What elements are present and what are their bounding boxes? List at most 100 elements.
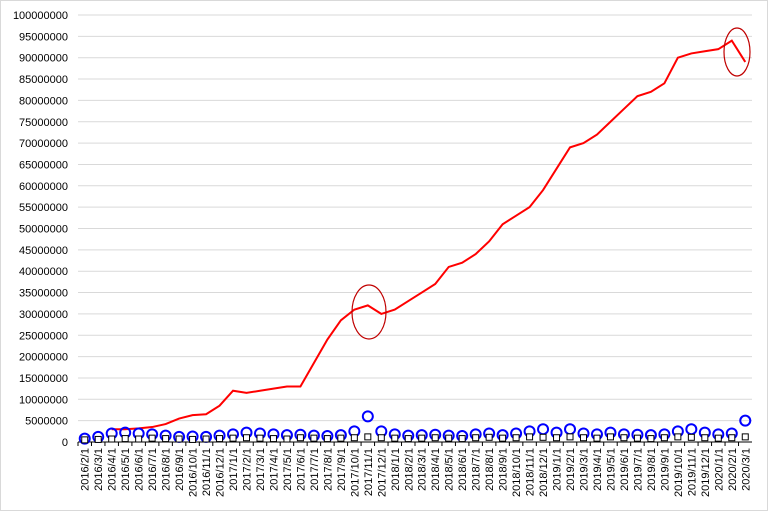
square-marker <box>283 435 291 443</box>
square-marker <box>714 434 722 442</box>
x-tick-label: 2016/3/1 <box>93 448 105 491</box>
x-tick-label: 2018/8/1 <box>484 448 496 491</box>
square-marker <box>189 435 197 443</box>
square-marker <box>687 433 695 441</box>
square-marker <box>620 434 628 442</box>
x-tick-label: 2017/12/1 <box>376 448 388 497</box>
x-tick-label: 2017/5/1 <box>282 448 294 491</box>
square-marker <box>108 435 116 443</box>
square-marker <box>391 434 399 442</box>
square-marker <box>243 434 250 442</box>
circle-marker <box>78 432 91 445</box>
x-tick-label: 2017/4/1 <box>268 448 280 491</box>
x-tick-label: 2018/5/1 <box>444 448 456 491</box>
x-tick-label: 2018/6/1 <box>457 448 469 491</box>
x-tick-label: 2019/7/1 <box>632 448 644 491</box>
x-tick-label: 2018/2/1 <box>403 448 415 491</box>
square-marker <box>350 434 358 442</box>
x-tick-label: 2016/9/1 <box>174 448 186 491</box>
y-tick-label: 85000000 <box>19 74 68 86</box>
y-tick-label: 80000000 <box>19 95 68 107</box>
circle-marker <box>739 414 752 427</box>
x-tick-label: 2017/10/1 <box>349 448 361 497</box>
x-tick-label: 2019/11/1 <box>686 448 698 496</box>
x-tick-label: 2019/6/1 <box>619 448 631 491</box>
y-tick-label: 5000000 <box>25 416 68 428</box>
x-tick-label: 2017/8/1 <box>322 448 334 491</box>
square-marker <box>472 434 480 442</box>
x-tick-label: 2019/3/1 <box>579 448 591 491</box>
x-tick-label: 2018/9/1 <box>498 448 510 491</box>
x-tick-label: 2017/2/1 <box>242 448 254 491</box>
plot-area: 0 5000000 10000000 15000000 20000000 25000000… <box>13 10 752 497</box>
y-tick-label: 0 <box>62 437 68 449</box>
square-marker <box>337 434 345 442</box>
square-marker <box>229 434 237 442</box>
square-marker <box>606 433 614 441</box>
x-tick-label: 2016/10/1 <box>188 448 200 497</box>
y-tick-label: 15000000 <box>19 373 68 385</box>
x-tick-label: 2017/11/1 <box>363 448 375 496</box>
square-marker <box>512 434 520 442</box>
highlight-ellipse <box>723 27 751 77</box>
square-marker <box>539 433 547 441</box>
square-marker <box>418 434 426 442</box>
y-tick-label: 20000000 <box>19 352 68 364</box>
square-marker <box>445 434 453 442</box>
y-tick-label: 45000000 <box>19 245 68 257</box>
x-tick-label: 2019/9/1 <box>659 448 671 491</box>
square-marker <box>647 435 655 443</box>
x-tick-label: 2016/2/1 <box>80 448 92 491</box>
square-marker <box>81 436 89 444</box>
square-marker <box>377 434 385 442</box>
x-tick-label: 2018/1/1 <box>390 448 402 491</box>
square-marker <box>364 433 372 441</box>
x-tick-label: 2016/6/1 <box>134 448 146 491</box>
square-marker <box>269 435 277 443</box>
x-tick-label: 2018/3/1 <box>417 448 429 491</box>
square-marker <box>175 435 183 443</box>
x-tick-label: 2018/7/1 <box>471 448 483 491</box>
y-tick-label: 55000000 <box>19 202 68 214</box>
x-tick-label: 2016/4/1 <box>107 448 119 491</box>
x-tick-label: 2020/3/1 <box>740 448 752 491</box>
square-marker <box>728 434 736 442</box>
y-tick-label: 100000000 <box>13 10 68 22</box>
square-marker <box>566 433 574 441</box>
square-marker <box>660 434 668 442</box>
y-tick-label: 75000000 <box>19 117 68 129</box>
x-tick-label: 2018/11/1 <box>525 448 537 496</box>
y-tick-label: 60000000 <box>19 181 68 193</box>
square-marker <box>499 434 507 442</box>
square-marker <box>580 434 587 442</box>
x-tick-label: 2020/1/1 <box>713 448 725 491</box>
x-tick-label: 2019/10/1 <box>673 448 685 497</box>
x-tick-label: 2016/5/1 <box>120 448 132 491</box>
x-tick-label: 2018/12/1 <box>538 448 550 497</box>
x-tick-label: 2017/1/1 <box>228 448 240 491</box>
x-tick-label: 2016/11/1 <box>201 448 213 496</box>
square-marker <box>553 434 561 442</box>
y-tick-label: 50000000 <box>19 224 68 236</box>
square-marker <box>458 435 466 443</box>
y-tick-label: 10000000 <box>19 394 68 406</box>
square-marker <box>593 434 601 442</box>
y-tick-label: 30000000 <box>19 309 68 321</box>
y-tick-label: 35000000 <box>19 288 68 300</box>
square-marker <box>135 435 143 443</box>
x-tick-label: 2016/7/1 <box>147 448 159 491</box>
square-marker <box>526 433 534 441</box>
square-marker <box>202 435 210 443</box>
x-tick-label: 2019/1/1 <box>552 448 564 491</box>
y-tick-label: 90000000 <box>19 53 68 65</box>
square-marker <box>256 434 264 442</box>
square-marker <box>148 434 156 442</box>
y-tick-label: 95000000 <box>19 31 68 43</box>
square-marker <box>674 433 682 441</box>
x-tick-label: 2017/6/1 <box>295 448 307 491</box>
x-tick-label: 2019/8/1 <box>646 448 658 491</box>
x-tick-label: 2017/3/1 <box>255 448 267 491</box>
x-tick-label: 2016/8/1 <box>161 448 173 491</box>
